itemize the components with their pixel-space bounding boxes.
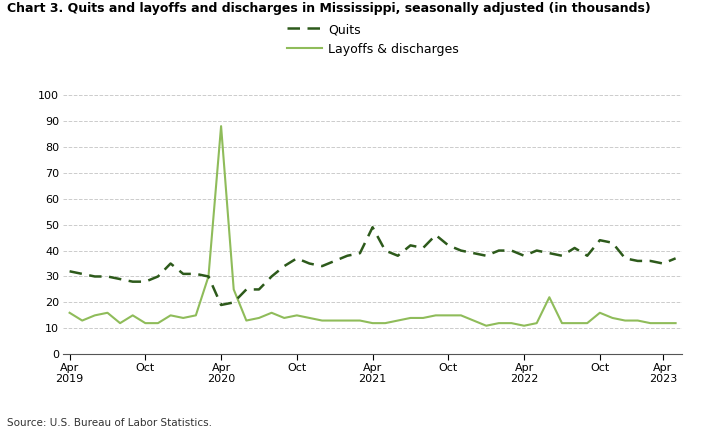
Text: Source: U.S. Bureau of Labor Statistics.: Source: U.S. Bureau of Labor Statistics.	[7, 418, 212, 428]
Legend: Quits, Layoffs & discharges: Quits, Layoffs & discharges	[282, 18, 463, 60]
Text: Chart 3. Quits and layoffs and discharges in Mississippi, seasonally adjusted (i: Chart 3. Quits and layoffs and discharge…	[7, 2, 651, 15]
